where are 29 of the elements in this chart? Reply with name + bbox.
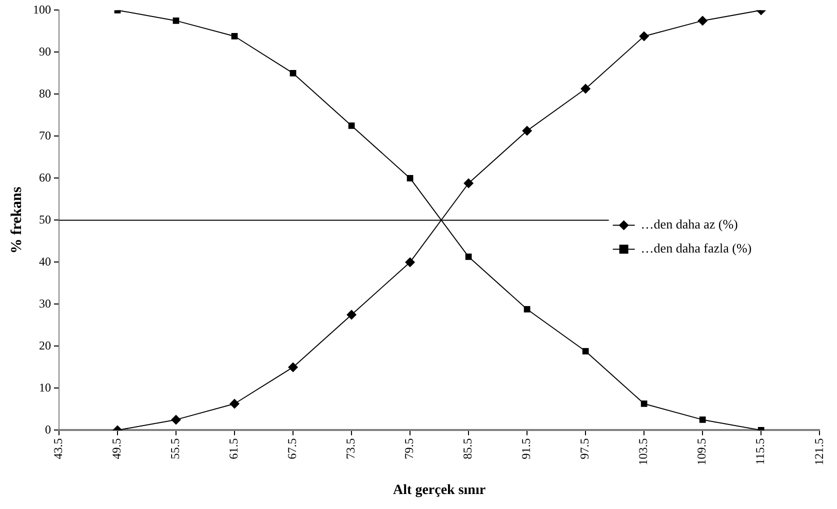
y-tick-label: 50 [39, 212, 51, 226]
y-tick-label: 40 [39, 254, 51, 268]
y-tick-label: 100 [33, 2, 51, 16]
x-tick-label: 103.5 [636, 438, 650, 466]
x-tick-label: 79.5 [402, 438, 416, 460]
x-tick-label: 73.5 [344, 438, 358, 460]
y-tick-label: 80 [39, 86, 51, 100]
x-tick-label: 85.5 [460, 438, 475, 460]
x-axis-title: Alt gerçek sınır [393, 483, 486, 498]
legend-label: …den daha az (%) [640, 216, 738, 232]
y-tick-label: 30 [39, 296, 51, 310]
x-tick-label: 115.5 [753, 438, 768, 465]
x-tick-label: 43.5 [51, 438, 66, 460]
legend-label: …den daha fazla (%) [640, 240, 752, 256]
y-tick-label: 70 [39, 128, 51, 142]
x-tick-label: 91.5 [519, 438, 534, 460]
y-axis-title: % frekans [8, 186, 25, 254]
x-tick-label: 67.5 [285, 438, 300, 460]
y-tick-label: 90 [39, 44, 51, 58]
x-tick-label: 97.5 [578, 438, 592, 460]
y-tick-label: 60 [39, 170, 51, 184]
x-tick-label: 109.5 [694, 438, 709, 466]
y-tick-label: 20 [39, 338, 51, 352]
y-tick-label: 10 [39, 380, 51, 394]
x-tick-label: 121.5 [812, 438, 826, 466]
x-tick-label: 49.5 [110, 438, 124, 460]
x-tick-label: 55.5 [168, 438, 182, 460]
y-tick-label: 0 [45, 422, 51, 436]
x-tick-label: 61.5 [226, 438, 241, 460]
